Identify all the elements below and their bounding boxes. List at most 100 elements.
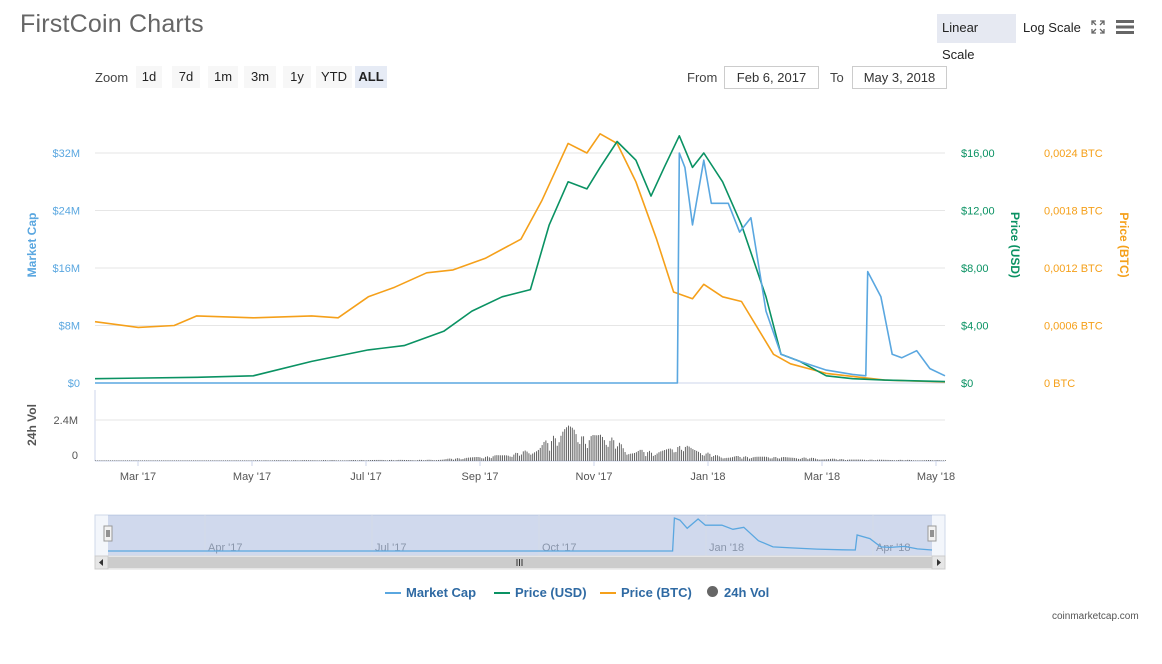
volume-bar xyxy=(867,460,869,461)
volume-bar xyxy=(894,460,896,461)
volume-bar xyxy=(311,460,313,461)
volume-bar xyxy=(238,460,240,461)
volume-bar xyxy=(136,460,138,461)
from-date-input[interactable]: Feb 6, 2017 xyxy=(724,66,819,89)
volume-bar xyxy=(709,453,711,461)
volume-bar xyxy=(816,459,818,461)
volume-bar xyxy=(630,453,632,461)
volume-bar xyxy=(306,460,307,461)
volume-bar xyxy=(517,453,519,461)
volume-bar xyxy=(856,459,858,461)
legend-24h-vol-swatch xyxy=(707,586,718,598)
volume-bar xyxy=(945,460,946,461)
zoom-3m-button[interactable]: 3m xyxy=(244,66,276,88)
menu-icon[interactable] xyxy=(1116,19,1134,35)
volume-bar xyxy=(353,460,355,461)
zoom-1d-button[interactable]: 1d xyxy=(136,66,162,88)
price-usd-tick-label: $16,00 xyxy=(961,148,995,160)
volume-bar xyxy=(402,459,404,461)
volume-bar xyxy=(151,460,153,461)
volume-bar xyxy=(830,458,831,461)
log-scale-button[interactable]: Log Scale xyxy=(1023,20,1081,35)
volume-bar xyxy=(208,460,209,461)
volume-bar xyxy=(739,457,741,461)
volume-bar xyxy=(251,460,253,461)
volume-bar xyxy=(108,460,110,461)
volume-bar xyxy=(102,460,104,461)
x-tick-label: May '18 xyxy=(917,471,955,483)
credit-link[interactable]: coinmarketcap.com xyxy=(1052,611,1139,622)
zoom-7d-button[interactable]: 7d xyxy=(172,66,200,88)
legend-market-cap[interactable]: Market Cap xyxy=(385,585,476,600)
volume-bar xyxy=(179,460,181,461)
volume-bar xyxy=(532,453,534,461)
volume-bar xyxy=(666,449,667,461)
market-cap-tick-label: $0 xyxy=(68,378,80,390)
navigator-series-line xyxy=(108,517,933,552)
volume-bar xyxy=(111,460,113,461)
legend-price-usd[interactable]: Price (USD) xyxy=(494,585,587,600)
volume-bar xyxy=(926,460,928,461)
volume-tick-label: 2.4M xyxy=(54,415,78,427)
series-line-price-usd xyxy=(94,135,946,383)
volume-bar xyxy=(586,448,588,461)
volume-bar xyxy=(929,460,931,461)
volume-bar xyxy=(375,459,377,461)
volume-bar xyxy=(652,455,654,461)
legend-price-btc[interactable]: Price (BTC) xyxy=(600,585,692,600)
volume-bar xyxy=(862,459,863,461)
price-usd-tick-label: $12,00 xyxy=(961,206,995,218)
from-label: From xyxy=(687,70,718,85)
volume-bar xyxy=(737,456,739,461)
volume-bar xyxy=(613,440,615,461)
to-date-input[interactable]: May 3, 2018 xyxy=(852,66,947,89)
volume-bar xyxy=(236,460,238,461)
x-tick-label: Jul '17 xyxy=(350,471,381,483)
legend-24h-vol[interactable]: 24h Vol xyxy=(707,585,769,600)
volume-bar xyxy=(128,460,130,461)
volume-bar xyxy=(328,460,330,461)
volume-bar xyxy=(500,455,502,461)
price-btc-tick-label: 0,0012 BTC xyxy=(1044,263,1103,275)
volume-bar xyxy=(558,442,560,461)
navigator-tick-label: Jan '18 xyxy=(709,542,744,554)
zoom-1m-button[interactable]: 1m xyxy=(208,66,238,88)
volume-bar xyxy=(441,459,443,461)
volume-bar xyxy=(358,460,360,461)
volume-bar xyxy=(177,460,179,461)
volume-bar xyxy=(765,456,767,461)
volume-bar xyxy=(330,460,332,461)
volume-bar xyxy=(726,457,728,461)
volume-bar xyxy=(882,459,884,461)
fullscreen-icon[interactable] xyxy=(1091,20,1105,34)
zoom-ytd-button[interactable]: YTD xyxy=(316,66,352,88)
volume-bar xyxy=(895,460,897,461)
volume-bar xyxy=(899,459,901,461)
volume-tick-label: 0 xyxy=(72,450,78,462)
volume-bar xyxy=(703,455,705,461)
volume-bar xyxy=(347,460,349,461)
volume-bar xyxy=(321,460,323,461)
volume-bar xyxy=(142,460,144,461)
volume-bar xyxy=(777,458,779,461)
volume-bar xyxy=(513,454,515,461)
volume-bar xyxy=(605,444,607,461)
volume-bar xyxy=(564,429,566,461)
volume-bar xyxy=(362,460,364,461)
volume-bar xyxy=(113,460,115,461)
volume-bar xyxy=(592,435,594,461)
volume-bar xyxy=(890,460,892,461)
zoom-all-button[interactable]: ALL xyxy=(355,66,387,88)
volume-bar xyxy=(498,455,500,461)
zoom-1y-button[interactable]: 1y xyxy=(283,66,311,88)
volume-bar xyxy=(809,458,811,461)
linear-scale-button[interactable]: Linear Scale xyxy=(937,14,1016,62)
zoom-label: Zoom xyxy=(95,70,129,85)
volume-bar xyxy=(797,458,799,461)
volume-bar xyxy=(788,457,790,461)
volume-bar xyxy=(160,460,162,461)
volume-bar xyxy=(155,460,157,461)
volume-bar xyxy=(539,447,541,461)
volume-bar xyxy=(852,459,854,461)
volume-bar xyxy=(818,459,820,461)
